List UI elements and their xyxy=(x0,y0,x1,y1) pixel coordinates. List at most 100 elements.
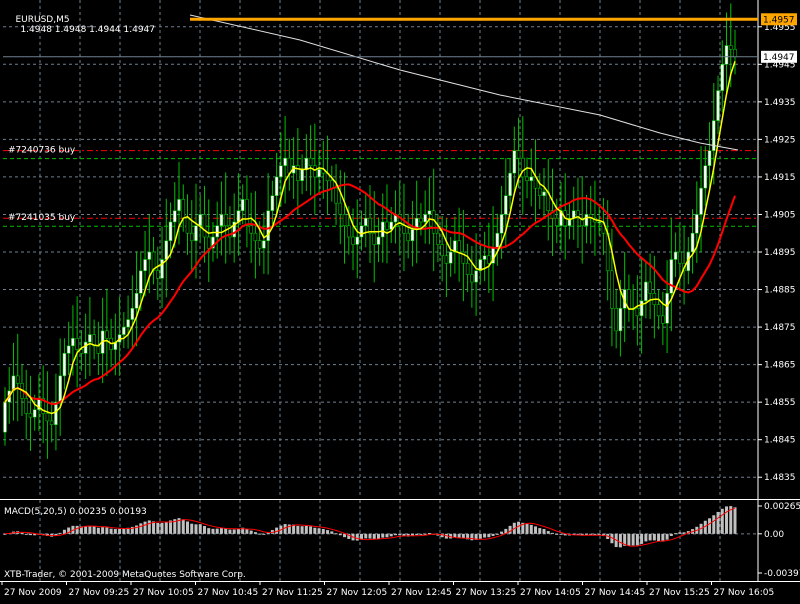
macd-title: MACD(5,20,5) 0.00235 0.00193 xyxy=(4,507,147,517)
candle-body xyxy=(690,232,695,253)
candle-body xyxy=(618,308,623,332)
macd-bar xyxy=(343,533,347,538)
macd-bar xyxy=(236,528,240,534)
price-tick-label: 1.4885 xyxy=(764,286,796,296)
candle-body xyxy=(614,308,618,332)
macd-bar xyxy=(648,533,652,541)
macd-bar xyxy=(317,528,321,534)
price-tick-label: 1.4945 xyxy=(764,60,796,70)
candle-body xyxy=(554,217,559,227)
macd-bar xyxy=(249,530,253,534)
candle-body xyxy=(79,349,84,354)
candle-body xyxy=(300,169,304,181)
macd-bar xyxy=(313,527,317,534)
candle-body xyxy=(584,214,589,227)
chart-header: EURUSD,M5 1.4948 1.4948 1.4944 1.4947 xyxy=(4,5,155,45)
macd-bar xyxy=(58,532,62,534)
macd-bar xyxy=(309,526,313,534)
candle-body xyxy=(346,225,351,238)
price-axis: 1.4955 1.4945 1.4935 1.4925 1.4915 1.4905 1.48… xyxy=(0,0,800,500)
macd-bar xyxy=(410,533,414,537)
candle-body xyxy=(550,210,555,219)
macd-bar xyxy=(720,508,724,534)
candle-body xyxy=(359,225,364,238)
candle-body xyxy=(253,232,258,242)
macd-bar xyxy=(593,533,597,536)
price-tick-label: 1.4935 xyxy=(764,98,796,108)
macd-bar xyxy=(177,518,181,534)
candle-body xyxy=(185,217,190,234)
candle-body xyxy=(495,232,500,249)
price-tick-label: 1.4915 xyxy=(764,173,796,183)
macd-bar xyxy=(207,528,211,534)
macd-bar xyxy=(262,533,266,535)
macd-bar xyxy=(147,520,151,534)
candle-body xyxy=(436,232,440,245)
candle-body xyxy=(461,251,466,264)
candle-body xyxy=(240,199,245,212)
price-tick-label: 1.4855 xyxy=(764,398,796,408)
candle-body xyxy=(313,165,317,178)
macd-bar xyxy=(551,532,554,534)
macd-bar xyxy=(580,533,584,536)
macd-bar xyxy=(415,533,419,536)
macd-bar xyxy=(559,533,563,535)
time-tick-label: 27 Nov 2009 xyxy=(4,588,62,598)
candle-body xyxy=(457,240,461,253)
macd-bar xyxy=(712,515,716,534)
price-chart-pane[interactable]: 1.4955 1.4945 1.4935 1.4925 1.4915 1.4905 1.48… xyxy=(0,0,800,500)
price-chart[interactable]: 1.4955 1.4945 1.4935 1.4925 1.4915 1.4905 1.48… xyxy=(0,0,800,500)
price-tick-label: 1.4845 xyxy=(764,436,796,446)
candle-body xyxy=(172,210,177,223)
candle-body xyxy=(678,251,682,264)
candle-body xyxy=(610,270,614,309)
macd-bar xyxy=(105,527,109,534)
candle-body xyxy=(45,413,50,422)
candle-body xyxy=(537,187,542,196)
candle-body xyxy=(32,409,37,418)
candle-body xyxy=(355,236,360,245)
candle-body xyxy=(711,120,716,151)
candle-body xyxy=(525,176,529,181)
candle-body xyxy=(372,232,377,245)
time-axis-background xyxy=(0,581,800,600)
macd-chart[interactable]: 0.00265 0.00 -0.00397 xyxy=(0,500,800,581)
candle-body xyxy=(194,225,198,242)
candle-body xyxy=(28,413,33,418)
macd-bar xyxy=(427,533,431,535)
candle-body xyxy=(334,187,338,204)
macd-bar xyxy=(33,533,37,536)
macd-bar xyxy=(54,533,58,536)
candle-body xyxy=(206,236,211,249)
candle-body xyxy=(504,195,508,215)
macd-bar xyxy=(169,520,173,534)
time-axis: 27 Nov 2009 27 Nov 09:25 27 Nov 10:05 27 No… xyxy=(0,581,800,600)
time-tick-label: 27 Nov 14:45 xyxy=(585,588,646,598)
candle-body xyxy=(635,308,640,317)
price-tick-label: 1.4895 xyxy=(764,248,796,258)
price-markers: 1.4957 1.4947 xyxy=(3,13,797,63)
candle-body xyxy=(380,221,385,238)
candle-body xyxy=(54,401,58,425)
macd-bar xyxy=(517,521,521,534)
macd-bar xyxy=(703,520,707,534)
macd-tick-label: -0.00397 xyxy=(764,569,800,579)
macd-bar xyxy=(190,523,194,534)
candle-body xyxy=(465,262,470,275)
resistance-price-label: 1.4957 xyxy=(763,15,795,25)
candle-body xyxy=(728,45,733,50)
resistance-price-box xyxy=(761,13,797,26)
macd-pane[interactable]: 0.00265 0.00 -0.00397 MACD(5,20,5) 0.00235… xyxy=(0,500,800,581)
candle-body xyxy=(402,225,406,234)
candle-body xyxy=(576,210,580,219)
time-axis-svg: 27 Nov 2009 27 Nov 09:25 27 Nov 10:05 27 No… xyxy=(0,581,800,600)
macd-bar xyxy=(597,533,601,536)
candle-body xyxy=(49,420,54,425)
candle-body xyxy=(83,341,88,354)
candle-body xyxy=(308,157,313,166)
macd-bar xyxy=(283,524,287,534)
macd-bar xyxy=(563,533,567,536)
candle-body xyxy=(41,398,45,414)
candle-body xyxy=(648,281,652,294)
macd-bar xyxy=(113,529,117,534)
